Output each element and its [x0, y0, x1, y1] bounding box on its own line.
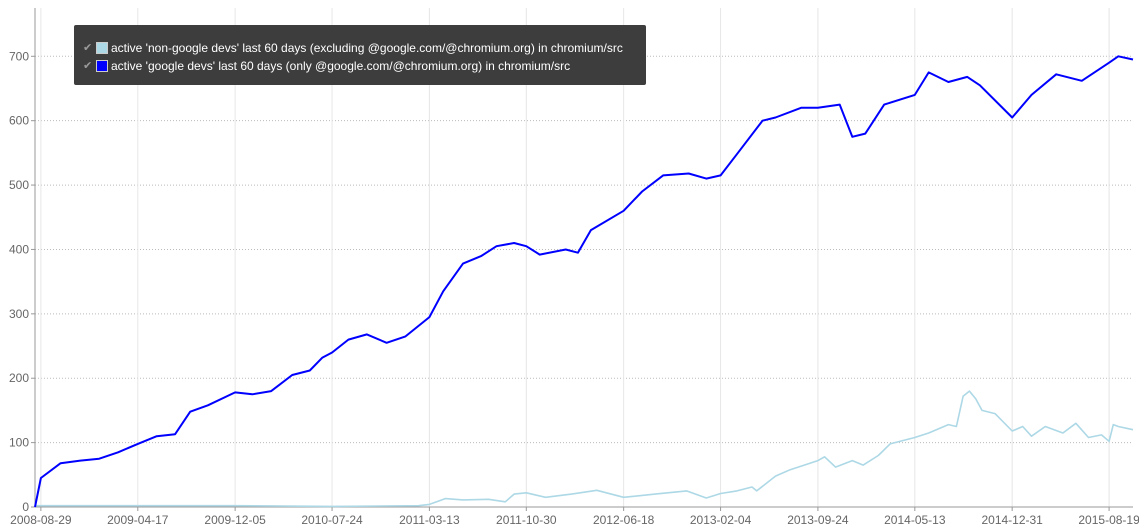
legend-item-non-google[interactable]: ✔ active 'non-google devs' last 60 days …: [83, 39, 646, 57]
y-tick-label: 200: [9, 371, 29, 385]
legend-label-non-google: active 'non-google devs' last 60 days (e…: [111, 41, 623, 55]
legend: ✔ active 'non-google devs' last 60 days …: [74, 25, 646, 85]
legend-item-google[interactable]: ✔ active 'google devs' last 60 days (onl…: [83, 57, 646, 75]
y-tick-label: 700: [9, 49, 29, 63]
x-tick-label: 2010-07-24: [301, 513, 363, 527]
legend-swatch-non-google: [96, 42, 108, 54]
x-tick-label: 2008-08-29: [10, 513, 72, 527]
x-tick-label: 2011-10-30: [496, 513, 557, 527]
x-tick-label: 2013-02-04: [690, 513, 752, 527]
check-icon: ✔: [83, 60, 93, 72]
legend-label-google: active 'google devs' last 60 days (only …: [111, 59, 571, 73]
x-tick-label: 2009-12-05: [204, 513, 266, 527]
x-tick-label: 2015-08-19: [1078, 513, 1139, 527]
series-lines: [34, 55, 1134, 508]
x-tick-label: 2012-06-18: [593, 513, 655, 527]
series-line-1: [34, 55, 1134, 508]
x-tick-label: 2014-05-13: [884, 513, 946, 527]
y-tick-label: 300: [9, 307, 29, 321]
y-axis-labels: 0 100 200 300 400 500 600 700: [9, 49, 29, 514]
x-tick-label: 2011-03-13: [399, 513, 460, 527]
legend-swatch-google: [96, 60, 108, 72]
x-tick-label: 2013-09-24: [787, 513, 849, 527]
y-tick-label: 600: [9, 114, 29, 128]
x-tick-label: 2009-04-17: [107, 513, 169, 527]
y-tick-label: 100: [9, 436, 29, 450]
series-line-0: [35, 390, 1134, 508]
y-tick-label: 400: [9, 242, 29, 256]
y-tick-label: 500: [9, 178, 29, 192]
x-axis-labels: 2008-08-29 2009-04-17 2009-12-05 2010-07-24…: [10, 513, 1139, 527]
y-tick-label: 0: [22, 500, 29, 514]
x-tick-label: 2014-12-31: [981, 513, 1043, 527]
check-icon: ✔: [83, 42, 93, 54]
